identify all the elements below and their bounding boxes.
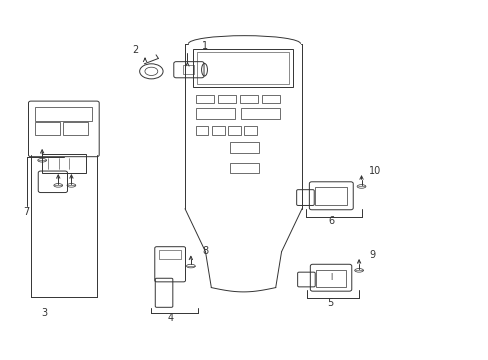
Bar <box>42 154 86 173</box>
Bar <box>240 108 279 119</box>
Bar <box>193 49 293 87</box>
Text: 5: 5 <box>327 298 333 308</box>
Bar <box>211 126 224 135</box>
Text: 1: 1 <box>202 41 208 50</box>
Bar <box>182 65 194 74</box>
Bar <box>195 108 234 119</box>
Bar <box>197 52 289 84</box>
Text: 4: 4 <box>167 313 173 323</box>
Text: 7: 7 <box>23 207 30 217</box>
Text: 9: 9 <box>368 250 375 260</box>
Text: I: I <box>329 273 331 282</box>
Text: 2: 2 <box>132 45 138 55</box>
Bar <box>229 163 259 173</box>
Bar <box>195 95 214 103</box>
Text: 6: 6 <box>327 216 334 226</box>
Bar <box>261 95 280 103</box>
Text: 10: 10 <box>368 166 381 176</box>
Bar <box>316 270 345 287</box>
Bar <box>315 187 346 205</box>
Text: 8: 8 <box>202 246 208 256</box>
Bar <box>227 126 240 135</box>
Bar <box>229 141 259 153</box>
Bar <box>159 250 181 259</box>
Bar <box>244 126 256 135</box>
Bar <box>35 122 60 135</box>
Bar <box>63 122 88 135</box>
Text: 3: 3 <box>41 308 47 318</box>
Bar <box>239 95 258 103</box>
Bar <box>35 107 92 121</box>
Bar <box>195 126 208 135</box>
Bar <box>217 95 236 103</box>
